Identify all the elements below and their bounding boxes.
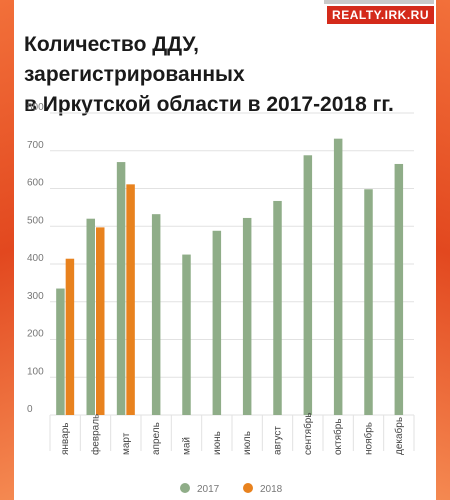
x-tick-label-ноябрь: ноябрь — [363, 422, 375, 455]
bar-2018-март — [126, 184, 135, 415]
legend-label-2018: 2018 — [260, 484, 283, 495]
legend-marker-2018 — [243, 483, 253, 493]
x-tick-label-июнь: июнь — [212, 431, 223, 455]
legend-label-2017: 2017 — [197, 484, 220, 495]
bar-2017-ноябрь — [364, 189, 373, 415]
y-tick-label: 100 — [27, 366, 44, 377]
bar-2017-январь — [56, 288, 65, 415]
x-tick-label-май: май — [182, 437, 193, 455]
y-tick-label: 400 — [27, 253, 44, 264]
legend-marker-2017 — [180, 483, 190, 493]
x-tick-label-июль: июль — [242, 431, 253, 455]
bars — [56, 138, 404, 416]
y-tick-label: 500 — [27, 215, 44, 226]
bar-2017-март — [116, 162, 126, 415]
y-tick-label: 600 — [27, 178, 44, 189]
x-tick-label-апрель: апрель — [151, 422, 162, 455]
bar-2018-февраль — [96, 227, 105, 415]
y-axis-ticks: 0 100 200 300 400 500 600 700 800 — [27, 102, 44, 415]
y-tick-label: 800 — [27, 102, 44, 113]
bar-2018-январь — [65, 258, 75, 415]
y-tick-label: 700 — [27, 140, 44, 151]
y-tick-label: 300 — [27, 291, 44, 302]
x-tick-label-январь: январь — [60, 423, 71, 455]
x-tick-label-март: март — [121, 432, 132, 455]
legend: 2017 2018 — [180, 483, 283, 495]
y-tick-label: 200 — [27, 329, 44, 340]
bar-2017-февраль — [86, 218, 95, 415]
bar-2017-август — [273, 200, 282, 415]
site-logo[interactable]: REALTY.IRK.RU — [327, 6, 434, 24]
bar-2017-октябрь — [333, 138, 343, 416]
x-tick-label-август: август — [273, 426, 284, 455]
x-tick-label-февраль: февраль — [90, 414, 102, 455]
bar-2017-апрель — [151, 214, 161, 415]
bar-2017-сентябрь — [303, 155, 313, 415]
chart-title: Количество ДДУ, зарегистрированных в Ирк… — [24, 30, 424, 120]
x-tick-label-октябрь: октябрь — [332, 418, 344, 455]
grid-lines — [49, 112, 415, 451]
y-tick-label: 0 — [27, 404, 33, 415]
bar-2017-июнь — [212, 230, 222, 415]
x-tick-label-сентябрь: сентябрь — [302, 412, 314, 455]
bar-2017-май — [182, 254, 191, 415]
chart-title-line-2: в Иркутской области в 2017-2018 гг. — [24, 93, 394, 116]
x-axis-labels: январь февраль март апрель май июнь июль август… — [60, 412, 405, 455]
bar-2017-декабрь — [394, 163, 404, 415]
logo-top-bar — [324, 0, 434, 4]
x-tick-label-декабрь: декабрь — [393, 417, 405, 455]
bar-2017-июль — [242, 217, 252, 415]
chart-title-line-1: Количество ДДУ, зарегистрированных — [24, 33, 245, 86]
